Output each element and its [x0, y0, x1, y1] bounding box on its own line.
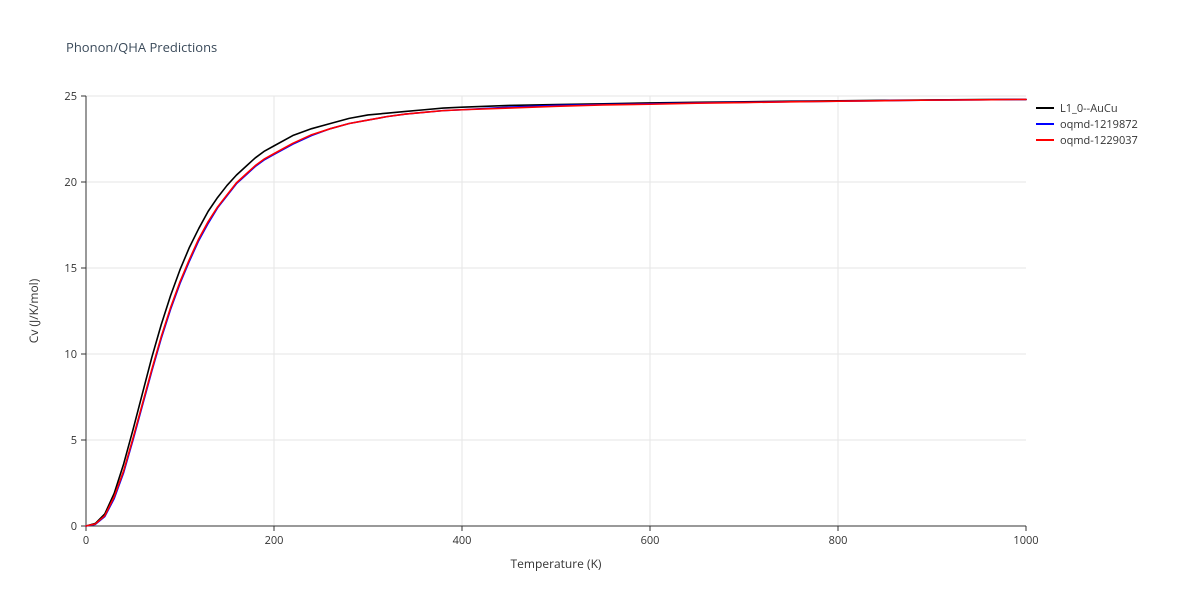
legend-label: oqmd-1229037 [1060, 133, 1138, 148]
chart-title: Phonon/QHA Predictions [66, 38, 217, 56]
legend-label: L1_0--AuCu [1060, 101, 1118, 116]
legend-label: oqmd-1219872 [1060, 117, 1138, 132]
y-tick-label: 25 [64, 89, 77, 104]
y-tick-label: 0 [71, 519, 77, 534]
x-tick-label: 800 [829, 533, 848, 548]
x-tick-label: 0 [83, 533, 89, 548]
y-tick-label: 10 [64, 347, 77, 362]
y-axis-label: Cv (J/K/mol) [25, 278, 42, 343]
y-tick-label: 15 [64, 261, 77, 276]
series-line [86, 99, 1026, 526]
series-line [86, 99, 1026, 526]
series-line [86, 99, 1026, 526]
y-tick-label: 20 [64, 175, 77, 190]
chart-svg: 0 200 400 600 800 1000 0 5 10 15 20 25 Temperature (… [0, 0, 1200, 600]
x-tick-label: 400 [453, 533, 472, 548]
x-tick-label: 1000 [1013, 533, 1038, 548]
x-axis-label: Temperature (K) [511, 555, 602, 572]
x-tick-label: 600 [641, 533, 660, 548]
y-tick-label: 5 [71, 433, 77, 448]
x-tick-label: 200 [265, 533, 284, 548]
axes [86, 96, 1026, 526]
